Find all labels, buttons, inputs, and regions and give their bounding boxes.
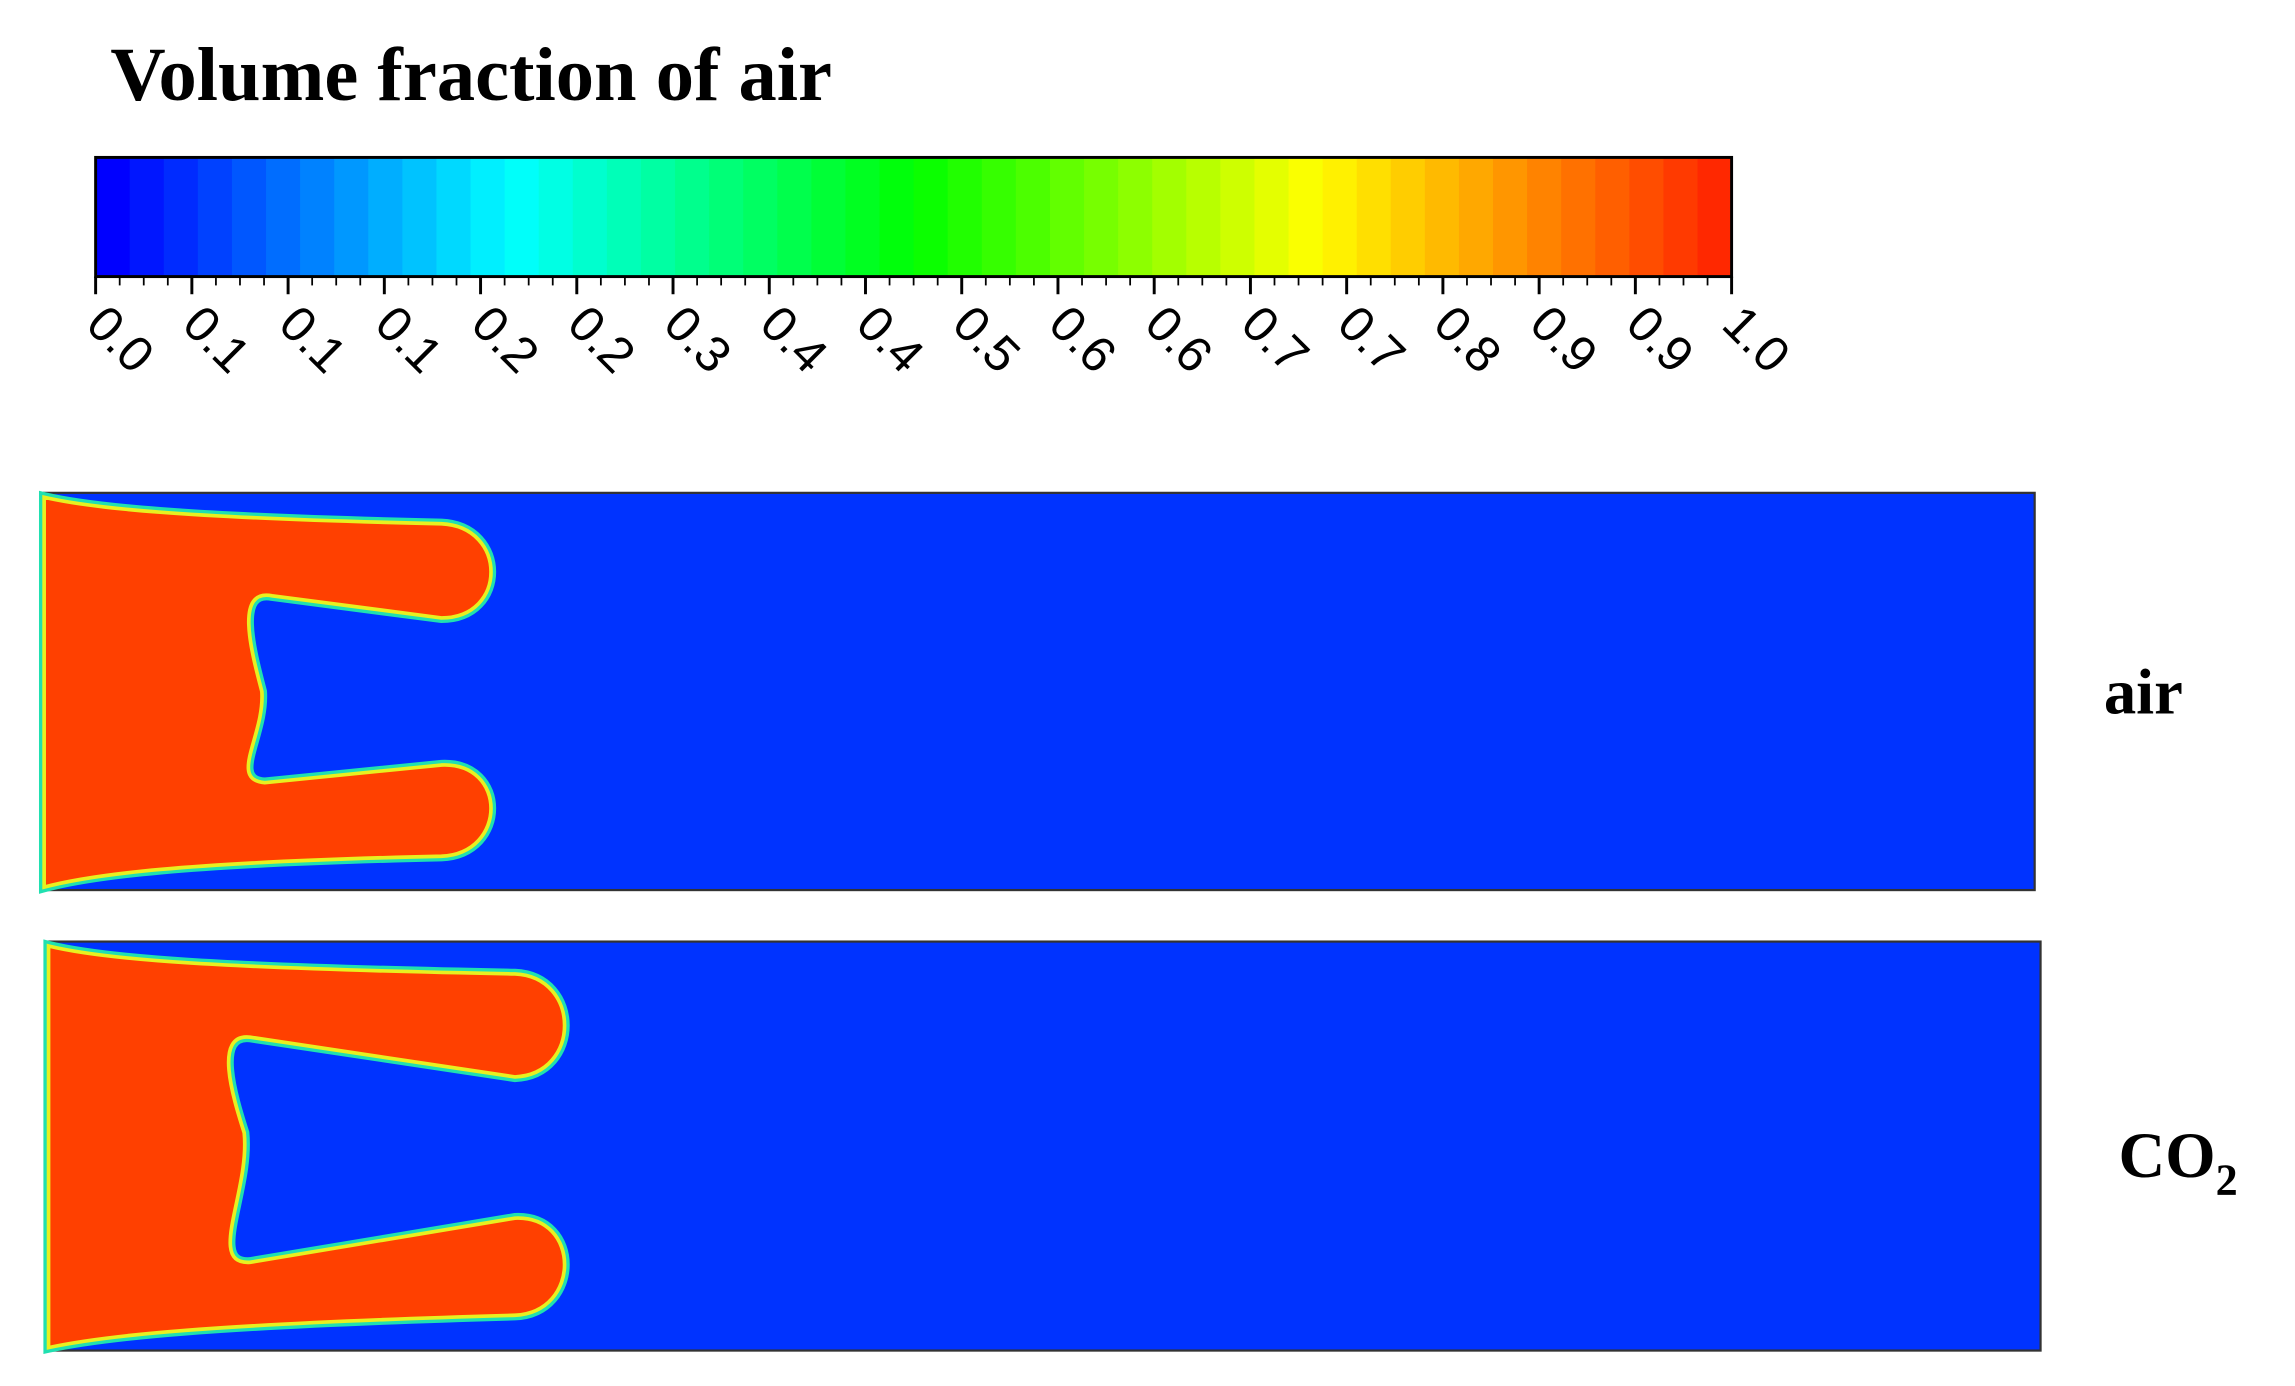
tick-label: 0.2 bbox=[557, 295, 646, 384]
colorbar-step bbox=[1424, 157, 1460, 277]
colorbar-step bbox=[1152, 157, 1188, 277]
colorbar-ticks: 0.0 0.1 0.1 0.1 0.2 0.2 0.3 0.4 0.4 0.5 0.6 0.6 0.7 0… bbox=[76, 276, 1801, 384]
colorbar-step bbox=[300, 157, 336, 277]
tick-label: 0.3 bbox=[653, 295, 742, 384]
colorbar-step bbox=[1322, 157, 1358, 277]
colorbar-step bbox=[1288, 157, 1324, 277]
colorbar-step bbox=[675, 157, 711, 277]
colorbar-step bbox=[1084, 157, 1119, 277]
title: Volume fraction of air bbox=[110, 32, 832, 117]
colorbar-step bbox=[1458, 157, 1494, 277]
colorbar-step bbox=[1629, 157, 1665, 277]
tick-label: 0.1 bbox=[269, 295, 358, 384]
colorbar bbox=[95, 157, 1733, 277]
colorbar-step bbox=[334, 157, 370, 277]
colorbar-step bbox=[129, 157, 165, 277]
panel-label: CO2 bbox=[2119, 1120, 2238, 1205]
colorbar-step bbox=[1390, 157, 1426, 277]
colorbar-step bbox=[266, 157, 302, 277]
colorbar-step bbox=[368, 157, 404, 277]
colorbar-step bbox=[606, 157, 642, 277]
colorbar-step bbox=[947, 157, 983, 277]
colorbar-step bbox=[1118, 157, 1154, 277]
colorbar-step bbox=[436, 157, 472, 277]
label-text: CO bbox=[2119, 1120, 2216, 1192]
co2-interface bbox=[46, 943, 567, 1350]
colorbar-step bbox=[845, 157, 881, 277]
tick-label: 0.4 bbox=[846, 295, 935, 384]
figure-content: Volume fraction of air 0.0 0.1 0.1 0.1 0.2 0.… bbox=[38, 32, 2238, 1354]
colorbar-step bbox=[163, 157, 199, 277]
colorbar-step bbox=[504, 157, 540, 277]
colorbar-step bbox=[879, 157, 915, 277]
colorbar-step bbox=[1561, 157, 1597, 277]
tick-label: 0.6 bbox=[1135, 295, 1224, 384]
tick-label: 1.0 bbox=[1712, 295, 1801, 384]
colorbar-step bbox=[470, 157, 506, 277]
air-interface bbox=[42, 494, 493, 890]
colorbar-step bbox=[640, 157, 676, 277]
colorbar-step bbox=[709, 157, 745, 277]
tick-label: 0.0 bbox=[76, 295, 165, 384]
label-subscript: 2 bbox=[2216, 1156, 2238, 1205]
colorbar-step bbox=[197, 157, 233, 277]
colorbar-step bbox=[572, 157, 608, 277]
colorbar-step bbox=[231, 157, 267, 277]
tick-label: 0.4 bbox=[750, 295, 839, 384]
colorbar-step bbox=[981, 157, 1017, 277]
colorbar-step bbox=[1186, 157, 1222, 277]
tick-label: 0.2 bbox=[461, 295, 550, 384]
colorbar-step bbox=[1595, 157, 1631, 277]
colorbar-step bbox=[1697, 157, 1733, 277]
colorbar-step bbox=[1527, 157, 1563, 277]
colorbar-step bbox=[1220, 157, 1256, 277]
colorbar-step bbox=[1015, 157, 1051, 277]
colorbar-step bbox=[913, 157, 949, 277]
tick-label: 0.8 bbox=[1423, 295, 1512, 384]
colorbar-step bbox=[1493, 157, 1528, 277]
colorbar-step bbox=[538, 157, 574, 277]
colorbar-step bbox=[811, 157, 847, 277]
colorbar-step bbox=[1049, 157, 1085, 277]
colorbar-step bbox=[95, 157, 131, 277]
tick-label: 0.1 bbox=[172, 295, 261, 384]
tick-label: 0.7 bbox=[1231, 295, 1320, 384]
colorbar-step bbox=[1663, 157, 1699, 277]
panel-label: air bbox=[2104, 657, 2183, 729]
tick-label: 0.5 bbox=[942, 295, 1031, 384]
colorbar-step bbox=[777, 157, 813, 277]
colorbar-step bbox=[1356, 157, 1392, 277]
tick-label: 0.1 bbox=[365, 295, 454, 384]
tick-label: 0.9 bbox=[1520, 295, 1609, 384]
tick-label: 0.6 bbox=[1038, 295, 1127, 384]
colorbar-step bbox=[402, 157, 438, 277]
colorbar-step bbox=[743, 157, 779, 277]
tick-label: 0.7 bbox=[1327, 295, 1416, 384]
tick-label: 0.9 bbox=[1616, 295, 1705, 384]
colorbar-step bbox=[1254, 157, 1290, 277]
